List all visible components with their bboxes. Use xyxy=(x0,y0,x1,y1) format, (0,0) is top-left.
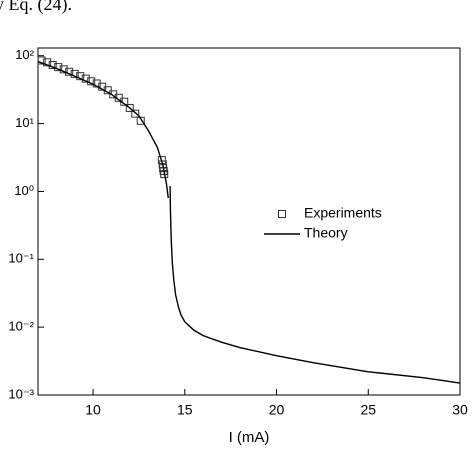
data-point xyxy=(43,58,52,67)
caption: by Eq. (24). xyxy=(0,0,72,15)
data-point xyxy=(125,103,134,112)
data-line xyxy=(37,60,461,384)
x-axis-label: I (mA) xyxy=(229,429,270,446)
y-tick-label: 10⁻³ xyxy=(8,386,34,401)
x-tick-label: 20 xyxy=(269,402,285,418)
y-tick-label: 10⁻² xyxy=(8,319,34,334)
legend-marker xyxy=(278,210,286,218)
data-point xyxy=(70,69,79,78)
data-point xyxy=(37,56,46,65)
data-point xyxy=(76,72,85,81)
data-point xyxy=(81,74,90,83)
data-point xyxy=(136,116,145,125)
y-tick-label: 10¹ xyxy=(15,115,34,130)
y-tick-label: 10² xyxy=(15,47,34,62)
x-tick-label: 15 xyxy=(177,402,193,418)
x-tick-label: 25 xyxy=(360,402,376,418)
data-point xyxy=(48,61,57,70)
legend-label: Experiments xyxy=(304,205,382,221)
legend-label: Theory xyxy=(304,225,348,241)
x-tick-label: 30 xyxy=(452,402,468,418)
plot-frame xyxy=(37,47,461,396)
x-tick-label: 10 xyxy=(85,402,101,418)
y-tick-label: 10⁰ xyxy=(14,183,34,198)
data-point xyxy=(131,109,140,118)
y-tick-label: 10⁻¹ xyxy=(8,251,34,266)
